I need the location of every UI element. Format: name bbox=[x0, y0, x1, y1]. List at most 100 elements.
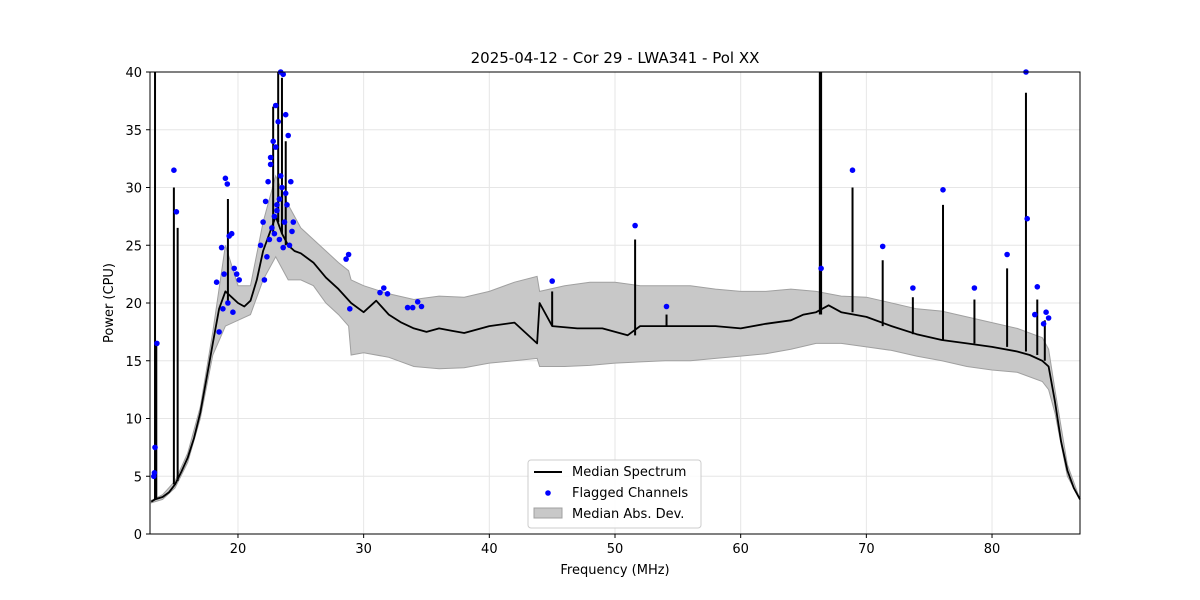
chart-title: 2025-04-12 - Cor 29 - LWA341 - Pol XX bbox=[471, 49, 760, 67]
flagged-channel-point bbox=[233, 271, 240, 277]
flagged-channel-point bbox=[285, 132, 292, 139]
y-tick-label: 30 bbox=[125, 182, 142, 197]
flagged-channel-point bbox=[221, 271, 227, 277]
flagged-channel-point bbox=[282, 111, 289, 118]
flagged-channel-point bbox=[272, 144, 279, 150]
flagged-channel-point bbox=[276, 236, 283, 243]
flagged-channel-point bbox=[280, 71, 287, 78]
flagged-channel-point bbox=[1040, 321, 1047, 327]
flagged-channel-point bbox=[271, 213, 278, 220]
flagged-channel-point bbox=[272, 102, 279, 109]
flagged-channel-point bbox=[281, 219, 288, 225]
flagged-channel-point bbox=[275, 118, 282, 125]
flagged-points-layer bbox=[151, 69, 1052, 480]
flagged-channel-point bbox=[267, 154, 274, 161]
y-tick-label: 20 bbox=[125, 297, 142, 312]
flagged-channel-point bbox=[1024, 215, 1030, 222]
flagged-channel-point bbox=[1034, 284, 1041, 290]
flagged-channel-point bbox=[224, 181, 231, 187]
y-tick-label: 40 bbox=[125, 66, 142, 81]
flagged-channel-point bbox=[377, 289, 383, 296]
flagged-channel-point bbox=[277, 173, 284, 179]
flagged-channel-point bbox=[384, 291, 391, 297]
flagged-channel-point bbox=[276, 196, 283, 202]
flagged-channel-point bbox=[284, 202, 290, 208]
y-tick-label: 35 bbox=[125, 124, 142, 139]
flagged-channel-point bbox=[264, 253, 270, 260]
median-spectrum-line bbox=[150, 215, 1081, 503]
flagged-channel-point bbox=[409, 304, 416, 311]
flagged-channel-point bbox=[236, 277, 242, 283]
flagged-channel-point bbox=[632, 222, 638, 229]
legend-mad-swatch bbox=[533, 507, 563, 519]
flagged-channel-point bbox=[549, 278, 555, 284]
flagged-channel-point bbox=[404, 304, 411, 311]
flagged-channel-point bbox=[381, 285, 387, 291]
y-tick-label: 10 bbox=[125, 413, 142, 428]
x-tick-label: 80 bbox=[984, 542, 1001, 557]
flagged-channel-point bbox=[220, 306, 226, 312]
legend-box bbox=[527, 459, 702, 529]
flagged-channel-point bbox=[216, 329, 222, 335]
flagged-channel-point bbox=[849, 167, 856, 173]
flagged-channel-point bbox=[279, 184, 285, 191]
flagged-channel-point bbox=[345, 251, 352, 258]
flagged-channel-point bbox=[173, 209, 180, 215]
flagged-channel-point bbox=[270, 138, 277, 145]
flagged-channel-point bbox=[260, 219, 266, 225]
y-tick-label: 0 bbox=[134, 528, 142, 543]
flagged-channel-point bbox=[154, 340, 160, 347]
x-tick-label: 50 bbox=[607, 542, 624, 557]
flagged-channel-point bbox=[151, 470, 158, 476]
flagged-channel-point bbox=[152, 444, 158, 451]
y-tick-label: 15 bbox=[125, 355, 142, 370]
flagged-channel-point bbox=[286, 242, 293, 249]
flagged-channel-point bbox=[262, 198, 269, 205]
flagged-channel-point bbox=[288, 178, 294, 185]
x-tick-label: 40 bbox=[481, 542, 498, 557]
flagged-channel-point bbox=[274, 202, 280, 208]
flagged-channel-point bbox=[1043, 309, 1049, 316]
flagged-channel-point bbox=[222, 175, 229, 182]
flagged-channel-point bbox=[271, 230, 278, 237]
x-tick-label: 60 bbox=[732, 542, 749, 557]
flagged-channel-point bbox=[347, 306, 353, 312]
flagged-channel-point bbox=[818, 265, 824, 272]
flagged-channel-point bbox=[228, 230, 235, 237]
y-tick-label: 5 bbox=[134, 470, 142, 485]
flagged-channel-point bbox=[971, 285, 978, 291]
flagged-channel-point bbox=[218, 244, 225, 251]
flagged-channel-point bbox=[290, 219, 297, 225]
flagged-channel-point bbox=[343, 256, 349, 262]
legend-mad-label: Median Abs. Dev. bbox=[572, 507, 684, 522]
flagged-channel-point bbox=[910, 285, 916, 291]
flagged-channel-point bbox=[171, 167, 177, 173]
flagged-channel-point bbox=[1004, 251, 1010, 258]
flagged-channel-point bbox=[289, 228, 295, 235]
flagged-channel-point bbox=[1032, 311, 1038, 318]
flagged-channel-point bbox=[261, 277, 268, 283]
flagged-channel-point bbox=[269, 225, 275, 231]
flagged-channel-point bbox=[280, 244, 287, 251]
flagged-channel-point bbox=[213, 279, 220, 286]
legend: Median Spectrum Flagged Channels Median … bbox=[527, 459, 702, 529]
flagged-channel-point bbox=[414, 299, 421, 305]
legend-median-label: Median Spectrum bbox=[572, 465, 686, 480]
x-tick-label: 20 bbox=[230, 542, 247, 557]
y-axis-ticks: 0 5 10 15 20 25 30 35 40 bbox=[125, 66, 150, 543]
flagged-channel-point bbox=[225, 300, 231, 306]
flagged-channel-point bbox=[1045, 315, 1052, 321]
x-tick-label: 70 bbox=[858, 542, 875, 557]
legend-flagged-swatch bbox=[545, 490, 551, 496]
flagged-channel-point bbox=[231, 265, 237, 272]
flagged-channel-point bbox=[267, 161, 274, 168]
flagged-channel-point bbox=[266, 236, 273, 243]
legend-flagged-label: Flagged Channels bbox=[572, 486, 688, 501]
flagged-channel-point bbox=[940, 187, 946, 193]
flagged-channel-point bbox=[418, 303, 425, 310]
flagged-channel-point bbox=[257, 242, 264, 249]
flagged-channel-point bbox=[663, 303, 670, 310]
flagged-channel-point bbox=[265, 178, 271, 185]
x-axis-ticks: 20 30 40 50 60 70 80 bbox=[230, 534, 1001, 557]
